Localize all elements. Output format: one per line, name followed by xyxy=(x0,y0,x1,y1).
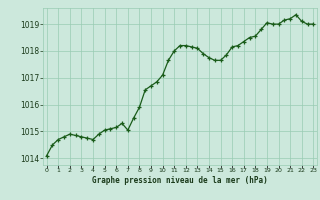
X-axis label: Graphe pression niveau de la mer (hPa): Graphe pression niveau de la mer (hPa) xyxy=(92,176,268,185)
